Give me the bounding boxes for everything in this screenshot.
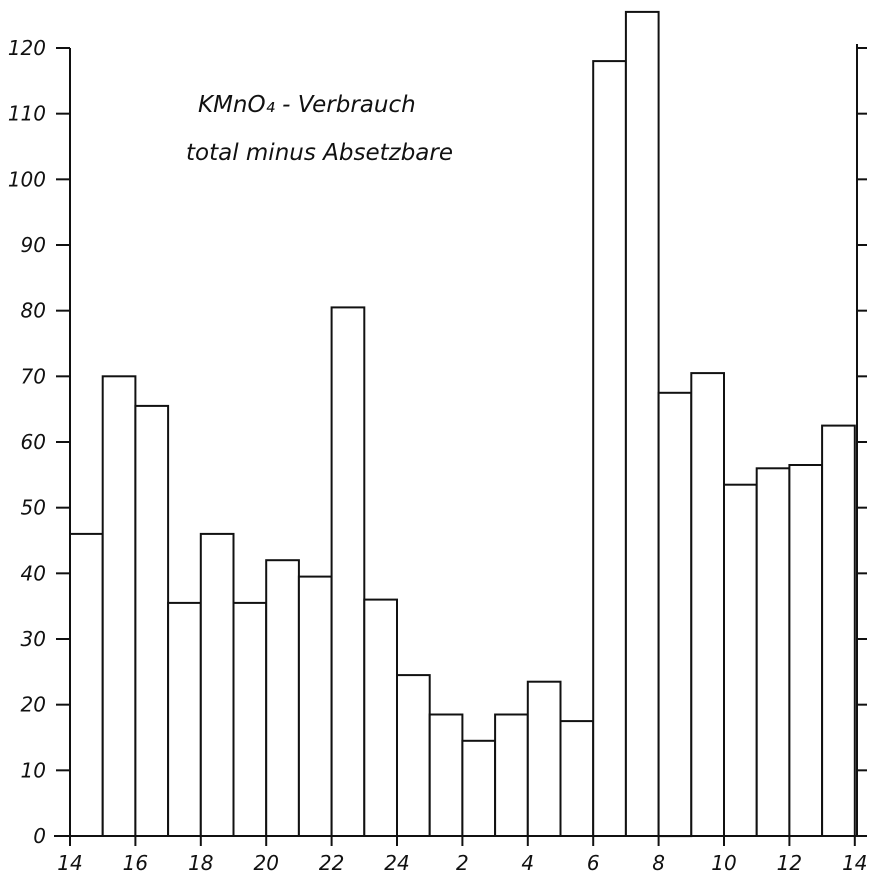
x-tick-label: 20 bbox=[253, 851, 278, 875]
y-tick-label: 70 bbox=[21, 364, 46, 388]
y-tick-label: 120 bbox=[8, 36, 46, 60]
bar bbox=[690, 372, 725, 837]
bar bbox=[559, 720, 595, 837]
y-tick-label: 80 bbox=[21, 299, 46, 323]
x-tick-label: 16 bbox=[123, 851, 148, 875]
y-tick-label: 20 bbox=[21, 693, 46, 717]
y-tick-label: 30 bbox=[21, 627, 46, 651]
y-tick-label: 90 bbox=[21, 233, 46, 257]
y-tick-label: 110 bbox=[8, 102, 46, 126]
y-tick-label: 10 bbox=[21, 758, 46, 782]
bar bbox=[755, 467, 791, 837]
x-tick-label: 8 bbox=[652, 851, 665, 875]
x-tick-label: 14 bbox=[842, 851, 867, 875]
chart-title-line1: KMnO₄ - Verbrauch bbox=[198, 92, 416, 118]
x-tick-label: 4 bbox=[521, 851, 534, 875]
x-tick-label: 12 bbox=[777, 851, 802, 875]
y-tick-label: 0 bbox=[33, 824, 46, 848]
x-tick-label: 10 bbox=[711, 851, 736, 875]
bar bbox=[624, 10, 660, 837]
bar bbox=[330, 306, 366, 837]
bars-group bbox=[69, 10, 856, 838]
bar bbox=[526, 680, 562, 838]
x-tick-label: 2 bbox=[456, 851, 469, 875]
bar bbox=[69, 532, 104, 838]
bar bbox=[297, 575, 333, 837]
bar bbox=[657, 391, 693, 838]
bar bbox=[461, 739, 497, 837]
x-tick-label: 14 bbox=[57, 851, 82, 875]
x-tick-label: 6 bbox=[587, 851, 600, 875]
bar bbox=[134, 404, 170, 837]
bar bbox=[821, 424, 856, 837]
bar bbox=[494, 713, 529, 837]
bar bbox=[396, 674, 431, 837]
bar bbox=[363, 598, 398, 837]
chart-title-line2: total minus Absetzbare bbox=[186, 140, 453, 166]
y-tick-label: 50 bbox=[21, 496, 46, 520]
bar bbox=[788, 464, 824, 837]
y-tick-label: 100 bbox=[8, 167, 46, 191]
bar bbox=[232, 601, 268, 838]
x-tick-label: 24 bbox=[384, 851, 409, 875]
bar bbox=[199, 532, 235, 838]
x-tick-label: 22 bbox=[319, 851, 344, 875]
bar bbox=[167, 601, 202, 838]
bar bbox=[265, 559, 300, 837]
bar bbox=[723, 483, 758, 837]
bar bbox=[428, 713, 464, 837]
y-tick-label: 60 bbox=[21, 430, 46, 454]
bar bbox=[592, 60, 627, 838]
x-tick-label: 18 bbox=[188, 851, 213, 875]
y-tick-label: 40 bbox=[21, 561, 46, 585]
bar bbox=[101, 375, 137, 837]
ticks-group bbox=[56, 47, 867, 846]
